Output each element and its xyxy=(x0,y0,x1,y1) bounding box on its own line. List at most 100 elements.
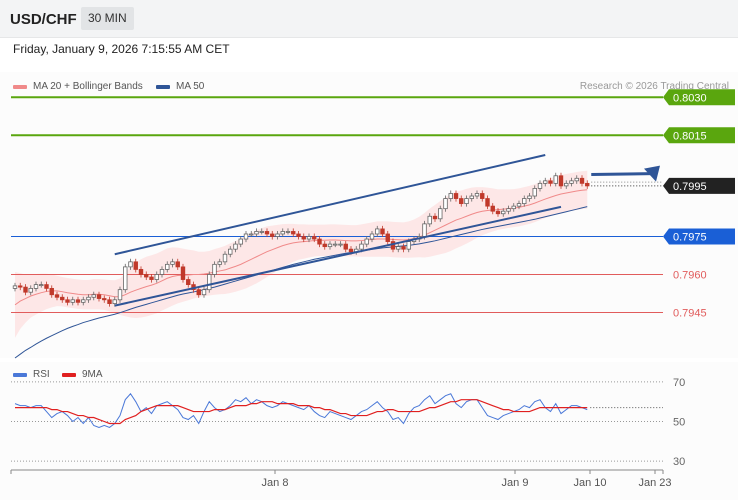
candle-body xyxy=(579,177,585,184)
candle-body xyxy=(564,182,569,187)
candle-body xyxy=(490,205,495,212)
legend-ma50-swatch xyxy=(156,84,170,89)
candle-body xyxy=(12,285,18,289)
candle-body xyxy=(516,203,522,207)
candle-body xyxy=(96,294,102,299)
candle-body xyxy=(548,180,553,184)
candle-body xyxy=(128,261,133,268)
rsi-chart-background xyxy=(0,362,738,500)
candle-body xyxy=(23,286,28,293)
projection-arrow-head xyxy=(644,165,660,182)
candle-body xyxy=(406,241,411,250)
candle-body xyxy=(217,261,222,265)
candle-body xyxy=(212,263,217,275)
candle-body xyxy=(243,233,249,240)
header-bar: USD/CHF 30 MIN xyxy=(0,0,738,38)
candle-body xyxy=(348,248,354,253)
level-tag-0.8015 xyxy=(663,127,735,144)
candle-body xyxy=(233,243,238,250)
candle-body xyxy=(144,274,149,278)
candle-body xyxy=(228,248,233,255)
candle-body xyxy=(133,261,138,270)
x-tick-label-jan-23: Jan 23 xyxy=(638,477,671,489)
candle-body xyxy=(369,233,375,240)
candle-body xyxy=(438,208,443,220)
candle-body xyxy=(317,238,322,245)
level-tag-0.7975 xyxy=(663,228,735,245)
candle-body xyxy=(506,208,511,212)
candle-body xyxy=(396,246,401,250)
rsi-tick-70: 70 xyxy=(673,377,685,389)
candle-body xyxy=(312,236,317,240)
candle-body xyxy=(453,193,459,199)
candle-body xyxy=(275,233,280,237)
legend-9ma: 9MA xyxy=(62,369,103,380)
candle-body xyxy=(480,193,485,199)
candle-body xyxy=(49,287,54,296)
candle-body xyxy=(222,253,228,263)
candle-body xyxy=(432,215,438,220)
candle-body xyxy=(569,180,574,184)
candle-body xyxy=(474,193,480,197)
candle-body xyxy=(81,299,86,303)
channel-lower-line xyxy=(114,205,562,307)
candle-body xyxy=(44,284,49,289)
candle-body xyxy=(180,266,186,280)
candle-body xyxy=(270,233,275,237)
candle-body xyxy=(422,223,427,237)
legend-ma20-swatch xyxy=(13,84,27,89)
rsi-ma9-line xyxy=(15,399,588,425)
candle-body xyxy=(322,243,327,248)
candle-body xyxy=(196,289,201,296)
candle-body xyxy=(149,276,154,280)
level-label-0.7945: 0.7945 xyxy=(673,307,707,319)
candle-body xyxy=(427,215,432,225)
candle-body xyxy=(343,243,348,250)
legend-ma50: MA 50 xyxy=(156,81,204,92)
level-tag-0.8030 xyxy=(663,89,735,106)
candle-body xyxy=(364,238,369,245)
candle-body xyxy=(464,198,469,205)
candle-body xyxy=(501,210,506,215)
candle-body xyxy=(165,263,170,270)
candle-body xyxy=(65,299,70,303)
rsi-line xyxy=(14,392,588,429)
candle-body xyxy=(558,175,564,187)
candle-body xyxy=(296,233,301,237)
candle-body xyxy=(495,210,501,215)
level-label-0.8015: 0.8015 xyxy=(673,130,707,142)
candle-body xyxy=(259,231,264,233)
candle-body xyxy=(532,188,537,197)
candle-body xyxy=(107,299,112,304)
legend-ma20-label: MA 20 + Bollinger Bands xyxy=(33,81,143,92)
candle-body xyxy=(585,182,590,187)
candle-body xyxy=(249,233,254,236)
candle-body xyxy=(33,284,39,289)
candle-body xyxy=(86,296,91,301)
candle-body xyxy=(91,294,96,298)
legend-rsi: RSI xyxy=(13,369,50,380)
candle-body xyxy=(60,296,65,301)
candle-body xyxy=(301,236,306,240)
x-tick-label-jan-8: Jan 8 xyxy=(262,477,289,489)
candle-body xyxy=(280,231,285,235)
level-tag-0.7995 xyxy=(663,177,735,194)
candle-body xyxy=(254,231,259,235)
level-label-0.7975: 0.7975 xyxy=(673,232,707,244)
candle-body xyxy=(123,266,128,291)
candle-body xyxy=(306,236,312,240)
candle-body xyxy=(459,198,464,205)
candle-body xyxy=(112,299,117,304)
datetime-label: Friday, January 9, 2026 7:15:55 AM CET xyxy=(13,42,230,56)
legend-9ma-label: 9MA xyxy=(82,369,103,380)
level-label-0.7995: 0.7995 xyxy=(673,181,707,193)
candle-body xyxy=(380,228,385,235)
x-tick-label-jan-10: Jan 10 xyxy=(573,477,606,489)
candle-body xyxy=(469,195,474,199)
rsi-tick-30: 30 xyxy=(673,456,685,468)
candle-body xyxy=(574,177,579,182)
candle-body xyxy=(28,287,33,293)
candle-body xyxy=(443,198,448,210)
timeframe-button[interactable]: 30 MIN xyxy=(81,7,134,30)
